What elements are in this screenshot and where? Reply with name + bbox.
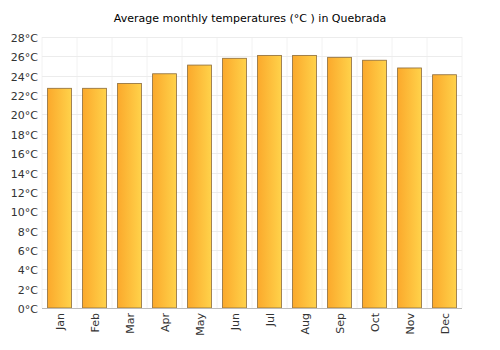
v-grid-line bbox=[217, 37, 218, 308]
v-grid-line bbox=[427, 37, 428, 308]
y-tick-label: 12°C bbox=[11, 187, 38, 200]
bar bbox=[258, 55, 282, 308]
bar bbox=[153, 74, 177, 308]
bar bbox=[398, 68, 422, 308]
x-tick-label: Apr bbox=[159, 313, 172, 333]
v-grid-line bbox=[392, 37, 393, 308]
bar bbox=[328, 57, 352, 308]
x-tick-label: Feb bbox=[89, 313, 102, 332]
v-grid-line bbox=[322, 37, 323, 308]
y-tick-label: 14°C bbox=[11, 168, 38, 181]
title: Average monthly temperatures (°C ) in Qu… bbox=[114, 12, 386, 25]
y-tick-label: 24°C bbox=[11, 71, 38, 84]
x-tick-label: May bbox=[194, 313, 207, 336]
x-tick-label: Nov bbox=[404, 313, 417, 335]
bar bbox=[48, 88, 72, 308]
x-tick-label: Mar bbox=[124, 313, 137, 334]
x-tick-label: Sep bbox=[334, 313, 347, 334]
y-tick-label: 28°C bbox=[11, 32, 38, 45]
v-grid-line bbox=[252, 37, 253, 308]
v-grid-line bbox=[112, 37, 113, 308]
x-axis bbox=[42, 308, 462, 309]
bar bbox=[433, 75, 457, 308]
x-tick-label: Oct bbox=[369, 312, 382, 332]
x-tick-label: Jun bbox=[229, 313, 242, 331]
v-grid-line bbox=[42, 37, 43, 308]
v-grid-line bbox=[287, 37, 288, 308]
y-tick-label: 16°C bbox=[11, 148, 38, 161]
y-tick-label: 0°C bbox=[18, 303, 38, 316]
y-tick-label: 4°C bbox=[18, 264, 38, 277]
v-grid-line bbox=[357, 37, 358, 308]
v-grid-line bbox=[77, 37, 78, 308]
chart-svg: 0°C 2°C 4°C 6°C 8°C 10°C 12°C 14°C 16°C 18°C 20°C 2… bbox=[0, 0, 500, 350]
bar bbox=[363, 60, 387, 308]
bars bbox=[48, 55, 457, 308]
y-tick-label: 18°C bbox=[11, 129, 38, 142]
bar bbox=[223, 58, 247, 308]
v-grid-line bbox=[462, 37, 463, 308]
bar bbox=[118, 83, 142, 308]
y-tick-label: 6°C bbox=[18, 245, 38, 258]
chart-container: 0°C 2°C 4°C 6°C 8°C 10°C 12°C 14°C 16°C 18°C 20°C 2… bbox=[0, 0, 500, 350]
grid-line bbox=[42, 37, 462, 38]
y-tick-label: 8°C bbox=[18, 226, 38, 239]
y-tick-label: 10°C bbox=[11, 206, 38, 219]
grid-line bbox=[42, 56, 462, 57]
y-tick-label: 22°C bbox=[11, 90, 38, 103]
v-grid-line bbox=[147, 37, 148, 308]
y-tick-label: 2°C bbox=[18, 284, 38, 297]
x-tick-label: Jan bbox=[54, 313, 67, 331]
bar bbox=[83, 88, 107, 308]
x-tick-label: Dec bbox=[439, 313, 452, 334]
x-tick-label: Jul bbox=[264, 313, 277, 327]
grid-line bbox=[42, 308, 462, 309]
y-tick-label: 26°C bbox=[11, 51, 38, 64]
x-tick-label: Aug bbox=[299, 313, 312, 334]
bar bbox=[293, 55, 317, 308]
bar bbox=[188, 65, 212, 308]
v-grid-line bbox=[182, 37, 183, 308]
y-tick-label: 20°C bbox=[11, 109, 38, 122]
